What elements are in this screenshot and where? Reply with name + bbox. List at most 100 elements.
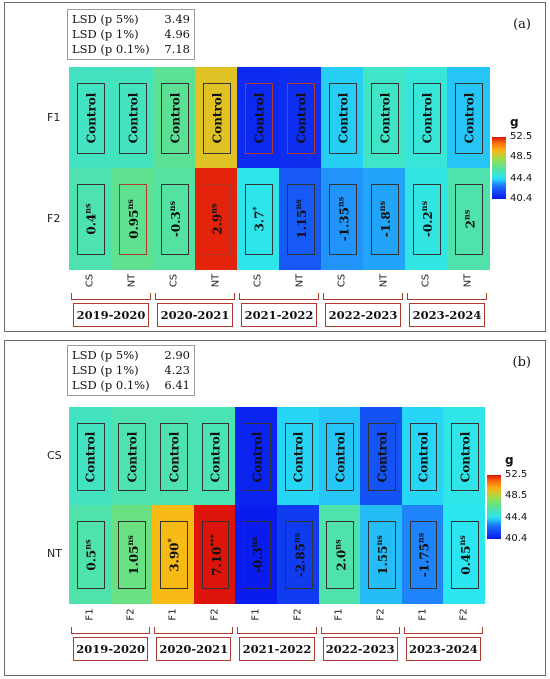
lsd-table: LSD (p 5%) 3.49 LSD (p 1%) 4.96 LSD (p 0.1… [67, 9, 195, 60]
cell-value-text: 3.90 [167, 542, 182, 572]
year-bracket-tick [323, 293, 324, 299]
significance-mark: ns [332, 539, 343, 550]
cell-label-box: Control [284, 422, 313, 492]
heatmap-cell: -2.85ns [277, 505, 320, 604]
year-bracket-tick [486, 293, 487, 299]
column-label: NT [210, 273, 222, 288]
cell-label-box: Control [244, 83, 273, 154]
column-label: CS [336, 273, 348, 288]
colorbar-tick-label: 52.5 [505, 469, 528, 480]
cell-label-box: 2ns [454, 184, 483, 255]
column-label: CS [84, 273, 96, 288]
year-label-box: 2021-2022 [239, 637, 315, 661]
cell-label-box: Control [454, 83, 483, 154]
lsd-row: LSD (p 1%) 4.23 [72, 363, 190, 377]
column-label: F2 [125, 608, 137, 621]
cell-value-label: 3.90* [166, 538, 182, 571]
cell-value-label: -0.2ns [419, 201, 435, 237]
cell-label-box: -2.85ns [284, 520, 313, 590]
cell-label-box: Control [160, 83, 189, 154]
significance-mark: ns [292, 199, 303, 211]
cell-value-text: Control [416, 431, 431, 483]
lsd-row: LSD (p 0.1%) 7.18 [72, 42, 190, 56]
heatmap-cell: Control [447, 67, 490, 169]
cell-value-label: Control [168, 93, 182, 144]
cell-label-box: Control [201, 422, 230, 492]
cell-value-text: 0.95 [126, 210, 141, 240]
cell-value-label: Control [333, 432, 347, 483]
year-bracket-line [71, 299, 151, 300]
significance-mark: ns [82, 539, 93, 550]
cell-value-label: Control [462, 93, 476, 144]
cell-value-label: -1.8ns [377, 201, 393, 237]
cell-label-box: Control [160, 422, 188, 492]
year-label-box: 2021-2022 [241, 303, 317, 327]
cell-value-label: 1.05ns [124, 535, 140, 575]
cell-value-text: Control [458, 431, 473, 483]
cell-label-box: Control [328, 83, 357, 154]
year-bracket-tick [318, 293, 319, 299]
cell-value-label: -2.85ns [291, 533, 307, 578]
year-bracket-line [155, 299, 235, 300]
column-label: NT [294, 273, 306, 288]
cell-label-box: 3.90* [160, 520, 188, 590]
column-label: NT [378, 273, 390, 288]
year-label-box: 2020-2021 [157, 303, 233, 327]
lsd-row: LSD (p 5%) 2.90 [72, 348, 190, 362]
cell-value-text: Control [125, 93, 140, 144]
column-label: F1 [250, 608, 262, 621]
year-label-box: 2019-2020 [73, 637, 149, 661]
cell-label-box: Control [368, 422, 396, 492]
significance-mark: ns [124, 199, 135, 211]
column-label: F1 [167, 608, 179, 621]
cell-label-box: 1.15ns [286, 184, 315, 255]
cell-value-label: 0.5ns [83, 539, 99, 570]
cell-label-box: Control [326, 422, 355, 492]
cell-value-label: Control [125, 432, 139, 483]
column-label: F2 [209, 608, 221, 621]
cell-value-label: Control [417, 432, 431, 483]
significance-mark: * [165, 538, 176, 543]
cell-label-box: Control [243, 422, 272, 492]
cell-value-text: 0.4 [84, 214, 99, 236]
cell-label-box: 2.0ns [326, 520, 355, 590]
cell-value-text: Control [83, 431, 98, 483]
cell-label-box: 0.95ns [118, 184, 147, 255]
cell-label-box: Control [118, 83, 147, 154]
cell-value-label: Control [250, 432, 264, 483]
cell-label-box: Control [451, 422, 480, 492]
year-label-box: 2023-2024 [405, 637, 481, 661]
colorbar-unit: g [505, 453, 514, 467]
cell-value-text: 1.05 [126, 545, 141, 575]
cell-label-box: 1.55ns [368, 520, 396, 590]
cell-label-box: -1.8ns [370, 184, 399, 255]
cell-label-box: 2.9ns [202, 184, 231, 255]
year-bracket-tick [71, 627, 72, 633]
year-bracket-tick [239, 293, 240, 299]
cell-label-box: -1.75ns [409, 520, 438, 590]
cell-value-text: Control [167, 93, 182, 144]
cell-value-text: -1.35 [336, 207, 351, 242]
heatmap-cell: Control [152, 407, 195, 506]
column-label: CS [420, 273, 432, 288]
heatmap-cell: 0.4ns [69, 168, 112, 270]
cell-label-box: -0.3ns [160, 184, 189, 255]
heatmap-cell: -1.8ns [363, 168, 406, 270]
cell-label-box: 0.5ns [76, 520, 105, 590]
heatmap-cell: -0.2ns [405, 168, 448, 270]
year-bracket-tick [482, 627, 483, 633]
heatmap-cell: 3.90* [152, 505, 195, 604]
heatmap-cell: Control [237, 67, 280, 169]
column-label: F1 [84, 608, 96, 621]
year-bracket-line [237, 633, 317, 634]
colorbar [487, 475, 501, 539]
cell-value-label: 1.55ns [374, 535, 390, 575]
cell-value-text: 3.7 [252, 211, 267, 233]
column-label: NT [126, 273, 138, 288]
heatmap-cell: Control [235, 407, 278, 506]
heatmap-cell: Control [69, 67, 112, 169]
year-bracket-tick [320, 627, 322, 633]
significance-mark: ns [334, 197, 345, 208]
column-label: CS [168, 273, 180, 288]
row-label: F2 [47, 211, 61, 225]
